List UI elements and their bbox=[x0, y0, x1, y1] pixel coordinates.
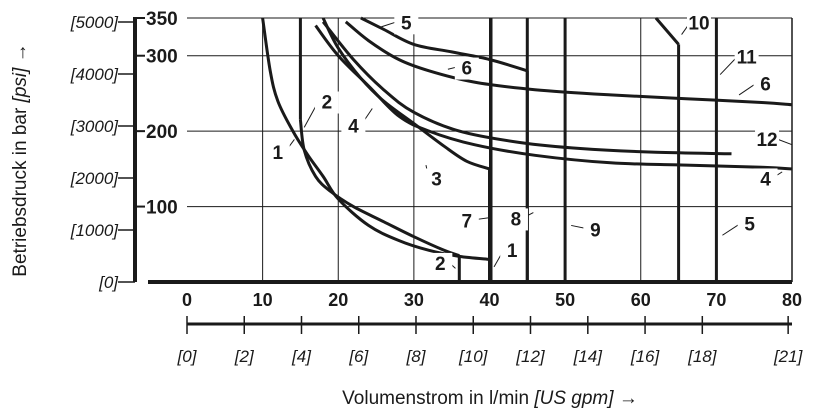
label-bg-11-12 bbox=[734, 46, 759, 69]
x2-tick-label-5: [10] bbox=[458, 347, 489, 366]
axes bbox=[133, 18, 792, 284]
y2-tick-label-2: [2000] bbox=[70, 169, 120, 188]
x2-tick-label-2: [4] bbox=[291, 347, 312, 366]
label-bg-6-13 bbox=[753, 73, 778, 96]
y-axis-title: Betriebsdruck in bar [psi] → bbox=[10, 43, 31, 276]
label-bg-3-2 bbox=[424, 168, 449, 191]
y-axis-arrow: → bbox=[10, 43, 31, 62]
label-bg-1-0 bbox=[265, 142, 290, 165]
x2-tick-label-4: [8] bbox=[406, 347, 427, 366]
x-tick-label-3: 30 bbox=[404, 290, 424, 310]
curve-label-11-12: 11 bbox=[737, 47, 758, 68]
curve-label-2-7: 2 bbox=[435, 254, 446, 275]
label-bg-2-7 bbox=[428, 252, 453, 275]
x-tick-label-8: 80 bbox=[782, 290, 802, 310]
curve-label-10-11: 10 bbox=[688, 13, 709, 34]
curve-label-1-0: 1 bbox=[272, 143, 283, 164]
curve-label-9-10: 9 bbox=[590, 221, 601, 242]
x-tick-label-4: 40 bbox=[479, 290, 499, 310]
curve-label-3-2: 3 bbox=[431, 169, 442, 190]
curve-label-5-16: 5 bbox=[744, 215, 755, 236]
y-axis-label: Betriebsdruck in bar bbox=[10, 107, 31, 277]
curve-label-7-8: 7 bbox=[462, 212, 473, 233]
y2-tick-label-4: [4000] bbox=[70, 65, 120, 84]
label-bg-2-1 bbox=[314, 91, 339, 114]
curve-label-6-13: 6 bbox=[760, 74, 771, 95]
label-bg-8-9 bbox=[503, 208, 528, 231]
y-tick-label-3: 350 bbox=[146, 9, 178, 30]
curve-label-1-6: 1 bbox=[507, 241, 518, 262]
y2-tick-label-3: [3000] bbox=[70, 117, 120, 136]
y-tick-label-0: 100 bbox=[146, 198, 178, 219]
x-tick-label-7: 70 bbox=[706, 290, 726, 310]
y-tick-label-2: 300 bbox=[146, 47, 178, 68]
x-axis-label: Volumenstrom in l/min bbox=[342, 388, 529, 409]
curve-6-5 bbox=[344, 20, 793, 107]
x-tick-label-2: 20 bbox=[328, 290, 348, 310]
curve-label-12-14: 12 bbox=[756, 130, 777, 151]
curve-label-2-1: 2 bbox=[322, 93, 333, 114]
curve-label-8-9: 8 bbox=[511, 209, 522, 230]
x-tick-label-1: 10 bbox=[253, 290, 273, 310]
curve-label-5-4: 5 bbox=[401, 13, 412, 34]
curves bbox=[261, 16, 793, 282]
x-tick-label-0: 0 bbox=[182, 290, 192, 310]
y-ticks-psi: [0] [1000] [2000] [3000] [4000] [5000] bbox=[70, 13, 135, 292]
x2-tick-label-7: [14] bbox=[573, 347, 604, 366]
curve-4-3 bbox=[314, 24, 793, 171]
label-bg-4-15 bbox=[753, 168, 778, 191]
x-tick-label-5: 50 bbox=[555, 290, 575, 310]
label-bg-10-11 bbox=[686, 12, 711, 35]
label-bg-12-14 bbox=[755, 129, 780, 152]
x2-tick-label-6: [12] bbox=[515, 347, 546, 366]
x2-tick-label-10: [21] bbox=[773, 347, 804, 366]
y-tick-label-1: 200 bbox=[146, 122, 178, 143]
label-bg-5-16 bbox=[737, 213, 762, 236]
curve-10-9 bbox=[654, 17, 681, 282]
curve-label-4-15: 4 bbox=[760, 169, 771, 190]
x-ticks-lmin: 0 10 20 30 40 50 60 70 80 bbox=[182, 290, 802, 310]
curve-12-11 bbox=[321, 20, 732, 156]
x2-tick-label-8: [16] bbox=[630, 347, 661, 366]
label-bg-1-6 bbox=[500, 240, 525, 263]
y-axis-unit: [psi] bbox=[10, 67, 31, 104]
label-bg-9-10 bbox=[583, 219, 608, 242]
x-axis-unit: [US gpm] bbox=[533, 388, 614, 409]
x2-tick-label-0: [0] bbox=[177, 347, 198, 366]
label-bg-5-4 bbox=[394, 12, 419, 35]
curve-label-4-3: 4 bbox=[348, 117, 359, 138]
label-bg-4-3 bbox=[341, 115, 366, 138]
x-ticks-gpm: [0] [2] [4] [6] [8] [10] [12] [14] [16] [18] [21] bbox=[177, 316, 804, 366]
x2-tick-label-1: [2] bbox=[234, 347, 255, 366]
label-bg-6-5 bbox=[454, 57, 479, 80]
y2-tick-label-1: [1000] bbox=[70, 221, 120, 240]
x2-tick-label-9: [18] bbox=[687, 347, 718, 366]
x-tick-label-6: 60 bbox=[631, 290, 651, 310]
y-ticks-bar: 100 200 300 350 bbox=[133, 9, 178, 219]
x-axis-title: Volumenstrom in l/min [US gpm] → bbox=[342, 388, 638, 409]
label-bg-7-8 bbox=[454, 210, 479, 233]
y2-tick-label-0: [0] bbox=[98, 273, 119, 292]
curve-1-0 bbox=[261, 17, 490, 261]
curve-2-1 bbox=[298, 18, 461, 282]
x2-tick-label-3: [6] bbox=[348, 347, 369, 366]
curve-label-6-5: 6 bbox=[462, 59, 473, 80]
y2-tick-label-5: [5000] bbox=[70, 13, 120, 32]
x-axis-arrow: → bbox=[619, 388, 638, 409]
